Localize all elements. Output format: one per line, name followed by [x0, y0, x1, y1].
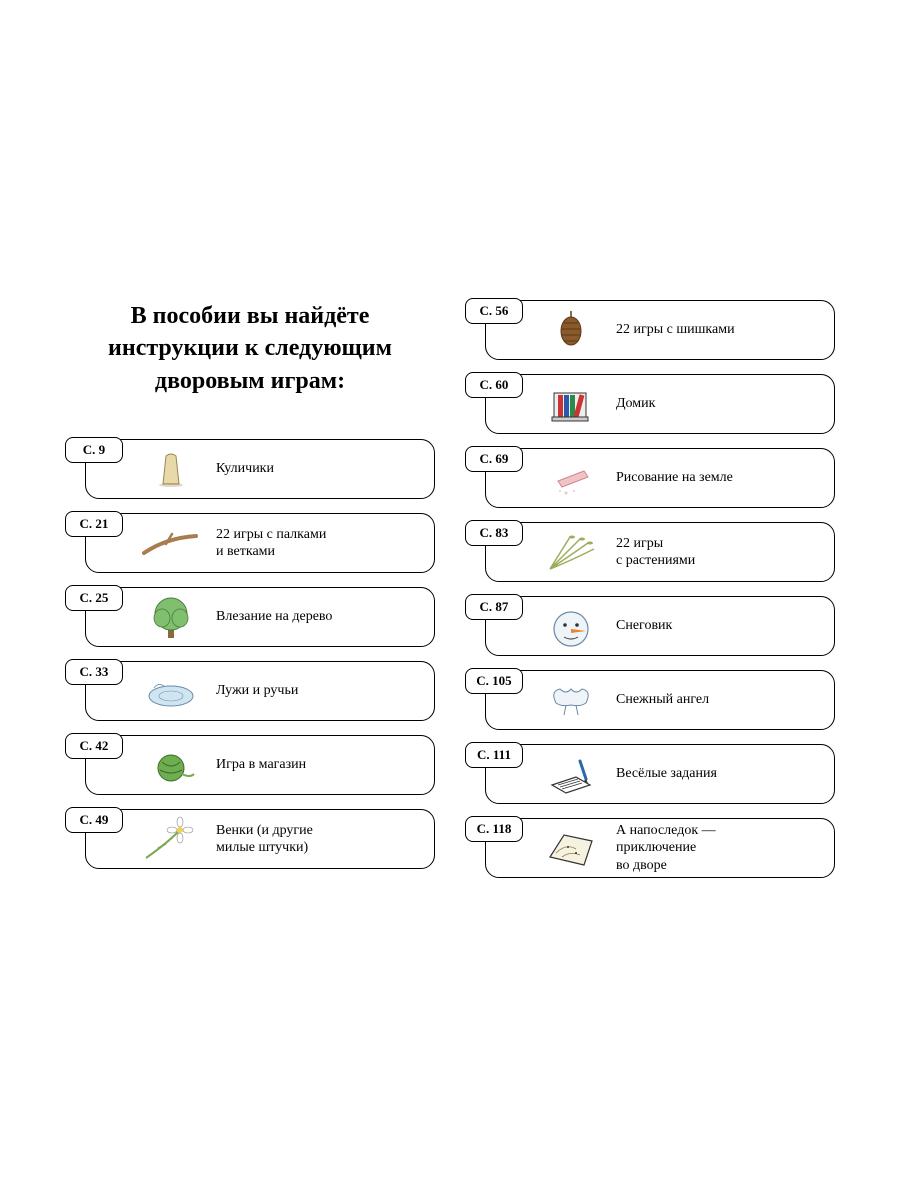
entry-label: Игра в магазин — [216, 756, 316, 774]
page-heading: В пособии вы найдёте инструкции к следую… — [65, 300, 435, 397]
entry-label: Венки (и другиемилые штучки) — [216, 822, 323, 857]
cabbage-icon — [126, 736, 216, 794]
entry-box: Весёлые задания — [485, 744, 835, 804]
page-tab: С. 42 — [65, 733, 123, 759]
left-column: В пособии вы найдёте инструкции к следую… — [65, 300, 435, 892]
page-tab: С. 118 — [465, 816, 523, 842]
tree-icon — [126, 588, 216, 646]
entry-box: Рисование на земле — [485, 448, 835, 508]
angel-icon — [526, 671, 616, 729]
entry-label: 22 игрыс растениями — [616, 535, 705, 570]
entry-label: Снеговик — [616, 617, 682, 635]
entry-box: 22 игры с шишками — [485, 300, 835, 360]
entry-label: Влезание на дерево — [216, 608, 342, 626]
page-tab: С. 49 — [65, 807, 123, 833]
entry-label: Весёлые задания — [616, 765, 727, 783]
page-tab: С. 69 — [465, 446, 523, 472]
flower-icon — [126, 810, 216, 868]
toc-entry: Домик С. 60 — [465, 374, 835, 434]
entry-label: Куличики — [216, 460, 284, 478]
stick-icon — [126, 514, 216, 572]
right-column: 22 игры с шишками С. 56 Домик С. 60 Рисовани… — [465, 300, 835, 892]
entry-label: 22 игры с шишками — [616, 321, 745, 339]
toc-entry: Куличики С. 9 — [65, 439, 435, 499]
toc-entry: Рисование на земле С. 69 — [465, 448, 835, 508]
toc-entry: Лужи и ручьи С. 33 — [65, 661, 435, 721]
puddle-icon — [126, 662, 216, 720]
entry-label: Снежный ангел — [616, 691, 719, 709]
toc-entry: А напоследок —приключениево дворе С. 118 — [465, 818, 835, 878]
page-tab: С. 25 — [65, 585, 123, 611]
entry-label: Рисование на земле — [616, 469, 743, 487]
toc-entry: Игра в магазин С. 42 — [65, 735, 435, 795]
entry-box: 22 игрыс растениями — [485, 522, 835, 582]
entry-box: Домик — [485, 374, 835, 434]
pinecone-icon — [526, 301, 616, 359]
grass-icon — [526, 523, 616, 581]
toc-entry: Весёлые задания С. 111 — [465, 744, 835, 804]
entry-label: А напоследок —приключениево дворе — [616, 822, 726, 875]
entry-box: Снежный ангел — [485, 670, 835, 730]
snowman-icon — [526, 597, 616, 655]
page-tab: С. 111 — [465, 742, 523, 768]
books-icon — [526, 375, 616, 433]
toc-entry: Снежный ангел С. 105 — [465, 670, 835, 730]
map-icon — [526, 819, 616, 877]
entry-box: Лужи и ручьи — [85, 661, 435, 721]
entry-box: 22 игры с палкамии ветками — [85, 513, 435, 573]
toc-entry: Влезание на дерево С. 25 — [65, 587, 435, 647]
notebook-icon — [526, 745, 616, 803]
sandcastle-icon — [126, 440, 216, 498]
entry-box: Куличики — [85, 439, 435, 499]
entry-box: А напоследок —приключениево дворе — [485, 818, 835, 878]
entry-label: 22 игры с палкамии ветками — [216, 526, 336, 561]
page-tab: С. 105 — [465, 668, 523, 694]
page-tab: С. 9 — [65, 437, 123, 463]
left-entries: Куличики С. 9 22 игры с палкамии ветками С.… — [65, 439, 435, 883]
page-tab: С. 87 — [465, 594, 523, 620]
page-tab: С. 56 — [465, 298, 523, 324]
entry-box: Венки (и другиемилые штучки) — [85, 809, 435, 869]
entry-box: Игра в магазин — [85, 735, 435, 795]
entry-box: Влезание на дерево — [85, 587, 435, 647]
toc-entry: 22 игры с шишками С. 56 — [465, 300, 835, 360]
page-tab: С. 83 — [465, 520, 523, 546]
page-tab: С. 21 — [65, 511, 123, 537]
toc-entry: Венки (и другиемилые штучки) С. 49 — [65, 809, 435, 869]
entry-box: Снеговик — [485, 596, 835, 656]
entry-label: Лужи и ручьи — [216, 682, 308, 700]
toc-entry: 22 игрыс растениями С. 83 — [465, 522, 835, 582]
chalk-icon — [526, 449, 616, 507]
entry-label: Домик — [616, 395, 665, 413]
page-tab: С. 33 — [65, 659, 123, 685]
right-entries: 22 игры с шишками С. 56 Домик С. 60 Рисовани… — [465, 300, 835, 892]
page-tab: С. 60 — [465, 372, 523, 398]
toc-entry: 22 игры с палкамии ветками С. 21 — [65, 513, 435, 573]
toc-entry: Снеговик С. 87 — [465, 596, 835, 656]
toc-page: В пособии вы найдёте инструкции к следую… — [0, 300, 900, 892]
